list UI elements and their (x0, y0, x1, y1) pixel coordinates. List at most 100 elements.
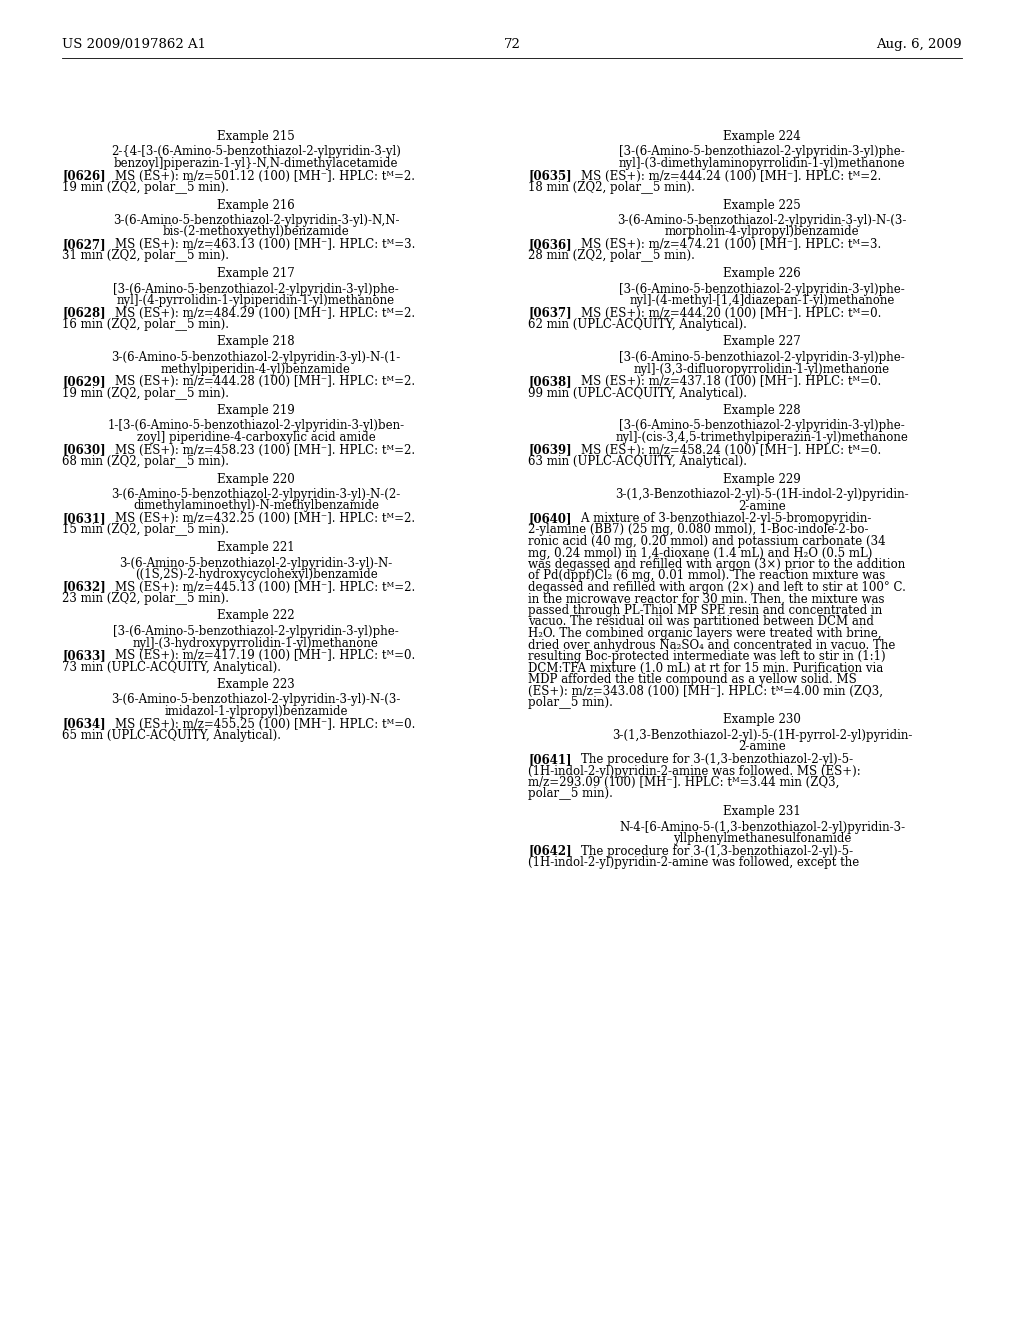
Text: (1H-indol-2-yl)pyridin-2-amine was followed, except the: (1H-indol-2-yl)pyridin-2-amine was follo… (528, 855, 859, 869)
Text: [0638]: [0638] (528, 375, 571, 388)
Text: 62 min (UPLC-ACQUITY, Analytical).: 62 min (UPLC-ACQUITY, Analytical). (528, 318, 746, 331)
Text: 19 min (ZQ2, polar__5 min).: 19 min (ZQ2, polar__5 min). (62, 387, 229, 400)
Text: of Pd(dppf)Cl₂ (6 mg, 0.01 mmol). The reaction mixture was: of Pd(dppf)Cl₂ (6 mg, 0.01 mmol). The re… (528, 569, 886, 582)
Text: [0639]: [0639] (528, 444, 571, 457)
Text: MS (ES+): m/z=417.19 (100) [MH⁻]. HPLC: tᴹ=0.: MS (ES+): m/z=417.19 (100) [MH⁻]. HPLC: … (99, 649, 415, 663)
Text: Example 218: Example 218 (217, 335, 295, 348)
Text: polar__5 min).: polar__5 min). (528, 696, 613, 709)
Text: Example 226: Example 226 (723, 267, 801, 280)
Text: mg, 0.24 mmol) in 1,4-dioxane (1.4 mL) and H₂O (0.5 mL): mg, 0.24 mmol) in 1,4-dioxane (1.4 mL) a… (528, 546, 872, 560)
Text: [3-(6-Amino-5-benzothiazol-2-ylpyridin-3-yl)phe-: [3-(6-Amino-5-benzothiazol-2-ylpyridin-3… (620, 145, 905, 158)
Text: MS (ES+): m/z=444.28 (100) [MH⁻]. HPLC: tᴹ=2.: MS (ES+): m/z=444.28 (100) [MH⁻]. HPLC: … (99, 375, 415, 388)
Text: Example 217: Example 217 (217, 267, 295, 280)
Text: MS (ES+): m/z=444.24 (100) [MH⁻]. HPLC: tᴹ=2.: MS (ES+): m/z=444.24 (100) [MH⁻]. HPLC: … (565, 169, 881, 182)
Text: morpholin-4-ylpropyl)benzamide: morpholin-4-ylpropyl)benzamide (665, 226, 859, 239)
Text: [0641]: [0641] (528, 752, 571, 766)
Text: 72: 72 (504, 38, 520, 51)
Text: 15 min (ZQ2, polar__5 min).: 15 min (ZQ2, polar__5 min). (62, 524, 229, 536)
Text: 2-amine: 2-amine (738, 741, 785, 754)
Text: Example 225: Example 225 (723, 198, 801, 211)
Text: yllphenylmethanesulfonamide: yllphenylmethanesulfonamide (673, 832, 851, 845)
Text: (1H-indol-2-yl)pyridin-2-amine was followed. MS (ES+):: (1H-indol-2-yl)pyridin-2-amine was follo… (528, 764, 861, 777)
Text: polar__5 min).: polar__5 min). (528, 788, 613, 800)
Text: Example 224: Example 224 (723, 129, 801, 143)
Text: 99 min (UPLC-ACQUITY, Analytical).: 99 min (UPLC-ACQUITY, Analytical). (528, 387, 746, 400)
Text: dried over anhydrous Na₂SO₄ and concentrated in vacuo. The: dried over anhydrous Na₂SO₄ and concentr… (528, 639, 895, 652)
Text: MS (ES+): m/z=458.24 (100) [MH⁻]. HPLC: tᴹ=0.: MS (ES+): m/z=458.24 (100) [MH⁻]. HPLC: … (565, 444, 881, 457)
Text: 3-(6-Amino-5-benzothiazol-2-ylpyridin-3-yl)-N-(3-: 3-(6-Amino-5-benzothiazol-2-ylpyridin-3-… (112, 693, 400, 706)
Text: Example 230: Example 230 (723, 714, 801, 726)
Text: [3-(6-Amino-5-benzothiazol-2-ylpyridin-3-yl)phe-: [3-(6-Amino-5-benzothiazol-2-ylpyridin-3… (620, 282, 905, 296)
Text: 3-(6-Amino-5-benzothiazol-2-ylpyridin-3-yl)-N-(2-: 3-(6-Amino-5-benzothiazol-2-ylpyridin-3-… (112, 488, 400, 502)
Text: Aug. 6, 2009: Aug. 6, 2009 (877, 38, 962, 51)
Text: 3-(6-Amino-5-benzothiazol-2-ylpyridin-3-yl)-N-(1-: 3-(6-Amino-5-benzothiazol-2-ylpyridin-3-… (112, 351, 400, 364)
Text: MS (ES+): m/z=484.29 (100) [MH⁻]. HPLC: tᴹ=2.: MS (ES+): m/z=484.29 (100) [MH⁻]. HPLC: … (99, 306, 415, 319)
Text: 2-amine: 2-amine (738, 499, 785, 512)
Text: 3-(6-Amino-5-benzothiazol-2-ylpyridin-3-yl)-N-(3-: 3-(6-Amino-5-benzothiazol-2-ylpyridin-3-… (617, 214, 906, 227)
Text: 28 min (ZQ2, polar__5 min).: 28 min (ZQ2, polar__5 min). (528, 249, 695, 263)
Text: [0628]: [0628] (62, 306, 105, 319)
Text: Example 216: Example 216 (217, 198, 295, 211)
Text: The procedure for 3-(1,3-benzothiazol-2-yl)-5-: The procedure for 3-(1,3-benzothiazol-2-… (565, 752, 853, 766)
Text: Example 229: Example 229 (723, 473, 801, 486)
Text: Example 231: Example 231 (723, 805, 801, 818)
Text: Example 222: Example 222 (217, 610, 295, 623)
Text: MS (ES+): m/z=455.25 (100) [MH⁻]. HPLC: tᴹ=0.: MS (ES+): m/z=455.25 (100) [MH⁻]. HPLC: … (99, 718, 415, 730)
Text: dimethylaminoethyl)-N-methylbenzamide: dimethylaminoethyl)-N-methylbenzamide (133, 499, 379, 512)
Text: imidazol-1-ylpropyl)benzamide: imidazol-1-ylpropyl)benzamide (164, 705, 348, 718)
Text: [0635]: [0635] (528, 169, 571, 182)
Text: m/z=293.09 (100) [MH⁻]. HPLC: tᴹ=3.44 min (ZQ3,: m/z=293.09 (100) [MH⁻]. HPLC: tᴹ=3.44 mi… (528, 776, 840, 789)
Text: [0632]: [0632] (62, 581, 105, 594)
Text: 68 min (ZQ2, polar__5 min).: 68 min (ZQ2, polar__5 min). (62, 455, 229, 469)
Text: [0633]: [0633] (62, 649, 105, 663)
Text: 18 min (ZQ2, polar__5 min).: 18 min (ZQ2, polar__5 min). (528, 181, 695, 194)
Text: [0637]: [0637] (528, 306, 571, 319)
Text: resulting Boc-protected intermediate was left to stir in (1:1): resulting Boc-protected intermediate was… (528, 649, 886, 663)
Text: 1-[3-(6-Amino-5-benzothiazol-2-ylpyridin-3-yl)ben-: 1-[3-(6-Amino-5-benzothiazol-2-ylpyridin… (108, 420, 404, 433)
Text: The procedure for 3-(1,3-benzothiazol-2-yl)-5-: The procedure for 3-(1,3-benzothiazol-2-… (565, 845, 853, 858)
Text: methylpiperidin-4-yl)benzamide: methylpiperidin-4-yl)benzamide (161, 363, 351, 375)
Text: Example 220: Example 220 (217, 473, 295, 486)
Text: 63 min (UPLC-ACQUITY, Analytical).: 63 min (UPLC-ACQUITY, Analytical). (528, 455, 746, 469)
Text: [0640]: [0640] (528, 512, 571, 525)
Text: [0636]: [0636] (528, 238, 571, 251)
Text: 65 min (UPLC-ACQUITY, Analytical).: 65 min (UPLC-ACQUITY, Analytical). (62, 729, 281, 742)
Text: passed through PL-Thiol MP SPE resin and concentrated in: passed through PL-Thiol MP SPE resin and… (528, 605, 883, 616)
Text: MS (ES+): m/z=445.13 (100) [MH⁻]. HPLC: tᴹ=2.: MS (ES+): m/z=445.13 (100) [MH⁻]. HPLC: … (99, 581, 415, 594)
Text: nyl]-(4-pyrrolidin-1-ylpiperidin-1-yl)methanone: nyl]-(4-pyrrolidin-1-ylpiperidin-1-yl)me… (117, 294, 395, 308)
Text: MS (ES+): m/z=432.25 (100) [MH⁻]. HPLC: tᴹ=2.: MS (ES+): m/z=432.25 (100) [MH⁻]. HPLC: … (99, 512, 415, 525)
Text: MS (ES+): m/z=437.18 (100) [MH⁻]. HPLC: tᴹ=0.: MS (ES+): m/z=437.18 (100) [MH⁻]. HPLC: … (565, 375, 881, 388)
Text: N-4-[6-Amino-5-(1,3-benzothiazol-2-yl)pyridin-3-: N-4-[6-Amino-5-(1,3-benzothiazol-2-yl)py… (618, 821, 905, 833)
Text: H₂O. The combined organic layers were treated with brine,: H₂O. The combined organic layers were tr… (528, 627, 882, 640)
Text: nyl]-(3-dimethylaminopyrrolidin-1-yl)methanone: nyl]-(3-dimethylaminopyrrolidin-1-yl)met… (618, 157, 905, 170)
Text: MS (ES+): m/z=458.23 (100) [MH⁻]. HPLC: tᴹ=2.: MS (ES+): m/z=458.23 (100) [MH⁻]. HPLC: … (99, 444, 415, 457)
Text: 3-(6-Amino-5-benzothiazol-2-ylpyridin-3-yl)-N,N-: 3-(6-Amino-5-benzothiazol-2-ylpyridin-3-… (113, 214, 399, 227)
Text: was degassed and refilled with argon (3×) prior to the addition: was degassed and refilled with argon (3×… (528, 558, 905, 572)
Text: (ES+): m/z=343.08 (100) [MH⁻]. HPLC: tᴹ=4.00 min (ZQ3,: (ES+): m/z=343.08 (100) [MH⁻]. HPLC: tᴹ=… (528, 685, 883, 697)
Text: 73 min (UPLC-ACQUITY, Analytical).: 73 min (UPLC-ACQUITY, Analytical). (62, 660, 281, 673)
Text: 3-(1,3-Benzothiazol-2-yl)-5-(1H-pyrrol-2-yl)pyridin-: 3-(1,3-Benzothiazol-2-yl)-5-(1H-pyrrol-2… (611, 729, 912, 742)
Text: nyl]-(3,3-difluoropyrrolidin-1-yl)methanone: nyl]-(3,3-difluoropyrrolidin-1-yl)methan… (634, 363, 890, 375)
Text: bis-(2-methoxyethyl)benzamide: bis-(2-methoxyethyl)benzamide (163, 226, 349, 239)
Text: [3-(6-Amino-5-benzothiazol-2-ylpyridin-3-yl)phe-: [3-(6-Amino-5-benzothiazol-2-ylpyridin-3… (620, 351, 905, 364)
Text: Example 228: Example 228 (723, 404, 801, 417)
Text: [0630]: [0630] (62, 444, 105, 457)
Text: in the microwave reactor for 30 min. Then, the mixture was: in the microwave reactor for 30 min. The… (528, 593, 885, 606)
Text: US 2009/0197862 A1: US 2009/0197862 A1 (62, 38, 206, 51)
Text: MDP afforded the title compound as a yellow solid. MS: MDP afforded the title compound as a yel… (528, 673, 857, 686)
Text: 31 min (ZQ2, polar__5 min).: 31 min (ZQ2, polar__5 min). (62, 249, 229, 263)
Text: benzoyl]piperazin-1-yl}-N,N-dimethylacetamide: benzoyl]piperazin-1-yl}-N,N-dimethylacet… (114, 157, 398, 170)
Text: Example 223: Example 223 (217, 678, 295, 690)
Text: [3-(6-Amino-5-benzothiazol-2-ylpyridin-3-yl)phe-: [3-(6-Amino-5-benzothiazol-2-ylpyridin-3… (113, 624, 399, 638)
Text: 3-(6-Amino-5-benzothiazol-2-ylpyridin-3-yl)-N-: 3-(6-Amino-5-benzothiazol-2-ylpyridin-3-… (120, 557, 392, 569)
Text: [0626]: [0626] (62, 169, 105, 182)
Text: [0642]: [0642] (528, 845, 571, 858)
Text: degassed and refilled with argon (2×) and left to stir at 100° C.: degassed and refilled with argon (2×) an… (528, 581, 906, 594)
Text: [0627]: [0627] (62, 238, 105, 251)
Text: vacuo. The residual oil was partitioned between DCM and: vacuo. The residual oil was partitioned … (528, 615, 873, 628)
Text: [0631]: [0631] (62, 512, 105, 525)
Text: ((1S,2S)-2-hydroxycyclohexyl)benzamide: ((1S,2S)-2-hydroxycyclohexyl)benzamide (134, 568, 378, 581)
Text: nyl]-(4-methyl-[1,4]diazepan-1-yl)methanone: nyl]-(4-methyl-[1,4]diazepan-1-yl)methan… (630, 294, 895, 308)
Text: nyl]-(3-hydroxypyrrolidin-1-yl)methanone: nyl]-(3-hydroxypyrrolidin-1-yl)methanone (133, 636, 379, 649)
Text: 16 min (ZQ2, polar__5 min).: 16 min (ZQ2, polar__5 min). (62, 318, 229, 331)
